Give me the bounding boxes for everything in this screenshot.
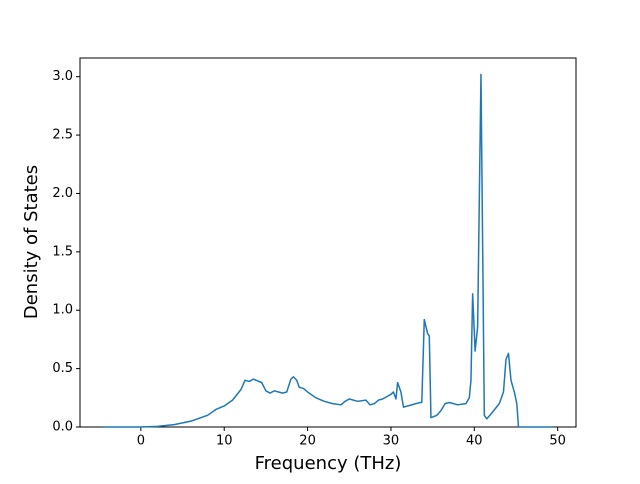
y-axis-label: Density of States: [21, 165, 42, 319]
y-tick-label: 0.0: [52, 420, 73, 435]
x-tick-label: 40: [466, 434, 483, 449]
x-tick-label: 0: [137, 434, 145, 449]
line: [102, 73, 554, 428]
x-tick-label: 20: [299, 434, 316, 449]
x-tick-label: 30: [383, 434, 400, 449]
y-tick-label: 3.0: [52, 69, 73, 84]
x-tick-label: 50: [549, 434, 566, 449]
y-tick-label: 2.5: [52, 128, 73, 143]
y-tick-label: 1.0: [52, 303, 73, 318]
x-axis-label: Frequency (THz): [255, 453, 402, 474]
y-tick-label: 2.0: [52, 186, 73, 201]
axes-frame: [79, 57, 577, 428]
y-tick-label: 0.5: [52, 361, 73, 376]
y-tick-label: 1.5: [52, 244, 73, 259]
x-tick-label: 10: [216, 434, 233, 449]
